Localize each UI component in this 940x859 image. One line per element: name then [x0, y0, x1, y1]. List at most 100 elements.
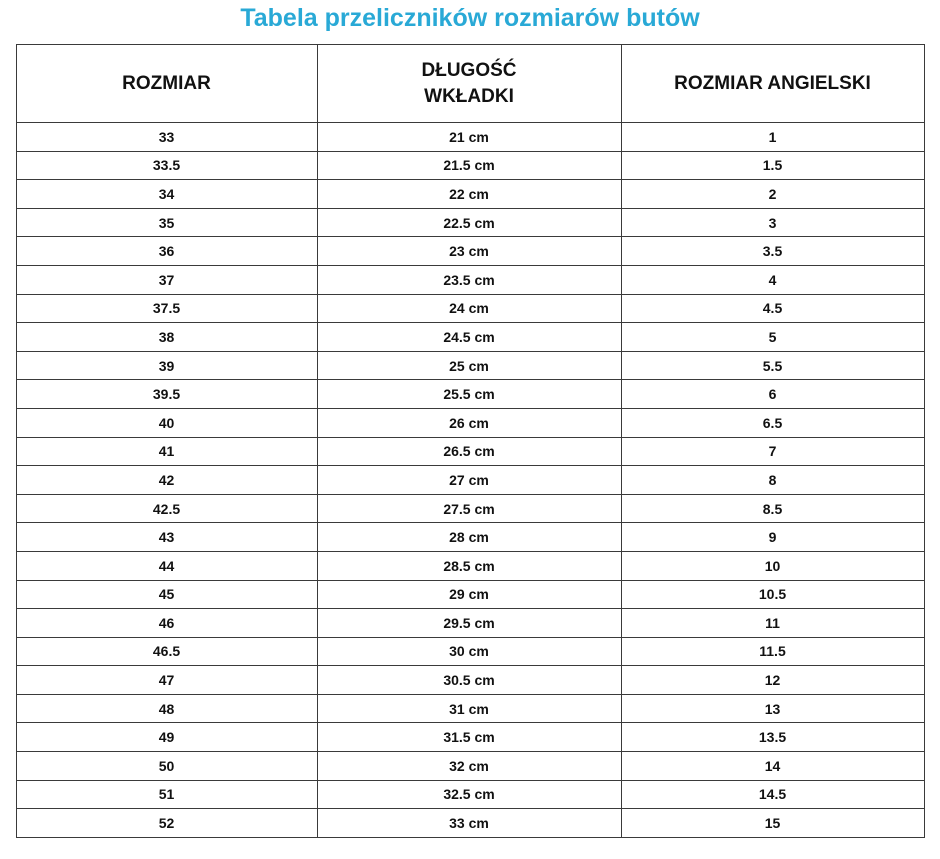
table-row: 49 31.5 cm 13.5 [15, 722, 925, 753]
table-cell: 10.5 [620, 579, 925, 610]
table-row: 36 23 cm 3.5 [15, 236, 925, 266]
table-row: 38 24.5 cm 5 [15, 322, 925, 352]
table-cell: 39 [15, 350, 318, 381]
table-row: 39 25 cm 5.5 [15, 350, 925, 381]
table-cell: 49 [15, 722, 318, 753]
column-header-insole-length: DŁUGOŚĆ WKŁADKI [316, 44, 622, 123]
table-cell: 48 [15, 693, 318, 724]
table-cell: 33 cm [316, 808, 622, 838]
table-cell: 31 cm [316, 693, 622, 724]
table-row: 47 30.5 cm 12 [15, 665, 925, 695]
table-cell: 27 cm [316, 465, 622, 495]
table-cell: 14.5 [620, 779, 925, 810]
table-cell: 5 [620, 322, 925, 352]
table-cell: 32.5 cm [316, 779, 622, 810]
table-row: 48 31 cm 13 [15, 693, 925, 724]
table-row: 42 27 cm 8 [15, 465, 925, 495]
table-cell: 3.5 [620, 236, 925, 266]
table-row: 45 29 cm 10.5 [15, 579, 925, 610]
table-row: 33 21 cm 1 [15, 122, 925, 152]
table-cell: 47 [15, 665, 318, 695]
table-cell: 24 cm [316, 293, 622, 324]
table-cell: 46.5 [15, 636, 318, 667]
table-cell: 25.5 cm [316, 379, 622, 409]
table-cell: 3 [620, 207, 925, 238]
table-cell: 1 [620, 122, 925, 152]
table-row: 34 22 cm 2 [15, 179, 925, 209]
table-cell: 28 cm [316, 522, 622, 552]
table-cell: 5.5 [620, 350, 925, 381]
table-cell: 30 cm [316, 636, 622, 667]
table-cell: 43 [15, 522, 318, 552]
table-row: 37 23.5 cm 4 [15, 264, 925, 295]
table-row: 46.5 30 cm 11.5 [15, 636, 925, 667]
table-cell: 46 [15, 608, 318, 638]
table-cell: 4.5 [620, 293, 925, 324]
table-row: 39.5 25.5 cm 6 [15, 379, 925, 409]
table-cell: 50 [15, 751, 318, 781]
table-cell: 9 [620, 522, 925, 552]
table-cell: 33 [15, 122, 318, 152]
table-cell: 42.5 [15, 493, 318, 524]
table-cell: 29.5 cm [316, 608, 622, 638]
table-cell: 11 [620, 608, 925, 638]
table-cell: 7 [620, 436, 925, 467]
table-cell: 6 [620, 379, 925, 409]
shoe-size-table: ROZMIAR DŁUGOŚĆ WKŁADKI ROZMIAR ANGIELSK… [15, 44, 925, 838]
table-cell: 41 [15, 436, 318, 467]
table-cell: 40 [15, 407, 318, 438]
table-cell: 14 [620, 751, 925, 781]
table-cell: 28.5 cm [316, 550, 622, 581]
table-cell: 26.5 cm [316, 436, 622, 467]
table-cell: 10 [620, 550, 925, 581]
table-cell: 37.5 [15, 293, 318, 324]
table-cell: 24.5 cm [316, 322, 622, 352]
column-header-size: ROZMIAR [15, 44, 318, 123]
table-cell: 13.5 [620, 722, 925, 753]
table-cell: 33.5 [15, 150, 318, 181]
column-header-english-size: ROZMIAR ANGIELSKI [620, 44, 925, 123]
table-row: 46 29.5 cm 11 [15, 608, 925, 638]
table-cell: 23.5 cm [316, 264, 622, 295]
table-cell: 30.5 cm [316, 665, 622, 695]
table-row: 33.5 21.5 cm 1.5 [15, 150, 925, 181]
table-cell: 35 [15, 207, 318, 238]
table-cell: 32 cm [316, 751, 622, 781]
table-cell: 31.5 cm [316, 722, 622, 753]
table-cell: 27.5 cm [316, 493, 622, 524]
table-row: 44 28.5 cm 10 [15, 550, 925, 581]
table-cell: 29 cm [316, 579, 622, 610]
table-header: ROZMIAR DŁUGOŚĆ WKŁADKI ROZMIAR ANGIELSK… [15, 44, 925, 123]
table-cell: 13 [620, 693, 925, 724]
table-cell: 34 [15, 179, 318, 209]
table-cell: 36 [15, 236, 318, 266]
table-cell: 21.5 cm [316, 150, 622, 181]
table-cell: 21 cm [316, 122, 622, 152]
table-row: 37.5 24 cm 4.5 [15, 293, 925, 324]
table-cell: 52 [15, 808, 318, 838]
table-row: 41 26.5 cm 7 [15, 436, 925, 467]
table-cell: 45 [15, 579, 318, 610]
table-cell: 51 [15, 779, 318, 810]
table-row: 35 22.5 cm 3 [15, 207, 925, 238]
table-cell: 8 [620, 465, 925, 495]
table-row: 43 28 cm 9 [15, 522, 925, 552]
table-cell: 15 [620, 808, 925, 838]
table-row: 50 32 cm 14 [15, 751, 925, 781]
table-header-row: ROZMIAR DŁUGOŚĆ WKŁADKI ROZMIAR ANGIELSK… [15, 44, 925, 123]
table-cell: 12 [620, 665, 925, 695]
table-cell: 4 [620, 264, 925, 295]
table-cell: 22.5 cm [316, 207, 622, 238]
table-body: 33 21 cm 1 33.5 21.5 cm 1.5 34 22 cm 2 35 22.5 cm 3… [15, 122, 925, 838]
table-cell: 2 [620, 179, 925, 209]
table-cell: 38 [15, 322, 318, 352]
table-row: 52 33 cm 15 [15, 808, 925, 838]
table-cell: 22 cm [316, 179, 622, 209]
table-cell: 44 [15, 550, 318, 581]
table-cell: 37 [15, 264, 318, 295]
table-cell: 8.5 [620, 493, 925, 524]
table-cell: 42 [15, 465, 318, 495]
table-cell: 1.5 [620, 150, 925, 181]
page-title: Tabela przeliczników rozmiarów butów [240, 4, 700, 32]
